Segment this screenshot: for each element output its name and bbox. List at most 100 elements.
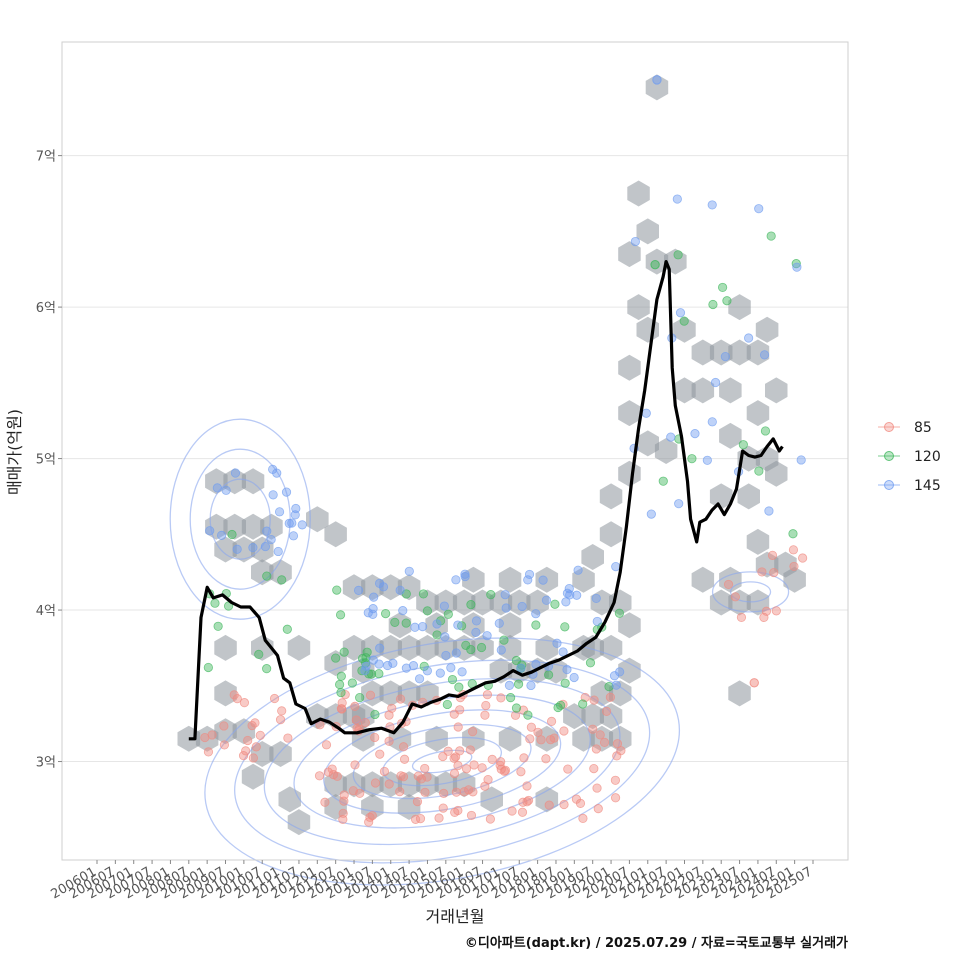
hexbin: [287, 634, 311, 661]
data-point: [593, 804, 603, 814]
data-point: [544, 800, 554, 810]
data-point: [449, 753, 459, 763]
data-point: [446, 663, 456, 673]
data-point: [241, 746, 251, 756]
data-point: [273, 546, 283, 557]
data-point: [589, 764, 599, 774]
data-point: [614, 608, 625, 618]
data-point: [562, 588, 573, 598]
data-point: [546, 716, 557, 726]
data-point: [453, 620, 463, 630]
data-point: [679, 316, 689, 326]
data-point: [414, 674, 425, 684]
hexbin: [452, 634, 476, 661]
data-point: [718, 282, 728, 293]
data-point: [442, 699, 452, 710]
data-point: [578, 699, 588, 709]
data-point: [589, 695, 599, 705]
data-point: [374, 659, 384, 669]
hexbin: [618, 612, 641, 639]
data-point: [287, 518, 297, 528]
hexbin: [379, 574, 402, 601]
hexbin: [214, 536, 237, 563]
data-point: [482, 690, 493, 700]
data-point: [538, 575, 548, 585]
hexbin: [379, 634, 402, 661]
data-point: [707, 200, 717, 210]
data-point: [453, 722, 463, 732]
data-point: [375, 749, 385, 759]
hexbin: [599, 634, 623, 661]
data-point: [364, 817, 374, 827]
data-point: [232, 544, 242, 554]
data-point: [212, 483, 222, 493]
data-point: [541, 754, 551, 764]
data-point: [395, 787, 405, 797]
y-tick-label: 5억: [36, 453, 56, 468]
data-point: [401, 618, 411, 628]
hexbin: [324, 650, 347, 677]
data-point: [440, 632, 450, 642]
hexbin: [214, 634, 237, 661]
hexbin: [618, 400, 641, 427]
legend-key-point: [884, 480, 894, 490]
data-point: [481, 700, 491, 711]
data-point: [378, 582, 389, 592]
hexbin: [599, 521, 623, 548]
y-tick-label: 4억: [36, 604, 56, 619]
data-point: [436, 616, 446, 626]
data-point: [357, 653, 368, 664]
data-point: [471, 627, 481, 637]
data-point: [384, 736, 394, 746]
data-point: [476, 642, 487, 653]
density-contour: [323, 709, 562, 814]
data-point: [339, 790, 349, 800]
data-point: [455, 705, 465, 715]
data-point: [404, 566, 414, 576]
data-point: [398, 606, 408, 616]
data-point: [439, 601, 449, 611]
data-point: [550, 599, 560, 609]
data-point: [254, 649, 264, 660]
data-point: [281, 487, 292, 497]
data-point: [510, 710, 521, 720]
data-point: [370, 778, 381, 788]
data-point: [314, 771, 325, 781]
data-point: [216, 530, 227, 540]
hexbin: [287, 809, 311, 836]
data-point: [507, 806, 517, 816]
data-point: [524, 569, 535, 580]
hexbin: [691, 339, 715, 366]
hexbin: [397, 574, 421, 601]
hexbin: [755, 551, 779, 578]
data-point: [569, 672, 579, 683]
hexbin: [783, 566, 806, 593]
data-point: [592, 616, 602, 627]
data-point: [384, 779, 394, 789]
data-point: [754, 466, 764, 476]
hexbin: [498, 634, 522, 661]
hexbin: [269, 559, 292, 586]
data-point: [203, 662, 213, 673]
hexbin: [489, 657, 513, 684]
data-point: [365, 690, 376, 700]
data-point: [269, 693, 280, 704]
data-point: [592, 783, 602, 793]
data-point: [274, 507, 285, 517]
data-point: [519, 753, 529, 763]
trend-line: [188, 260, 784, 741]
data-point: [522, 781, 532, 791]
data-point: [595, 730, 605, 740]
data-point: [434, 813, 444, 823]
data-point: [650, 259, 660, 270]
data-point: [516, 663, 526, 673]
data-point: [736, 612, 747, 623]
data-point: [381, 609, 391, 619]
hexbin: [709, 483, 733, 510]
legend-key-point: [884, 451, 894, 461]
data-point: [360, 666, 370, 676]
data-point: [518, 797, 528, 807]
data-point: [347, 678, 357, 688]
data-point: [395, 585, 405, 595]
data-point: [351, 715, 361, 725]
